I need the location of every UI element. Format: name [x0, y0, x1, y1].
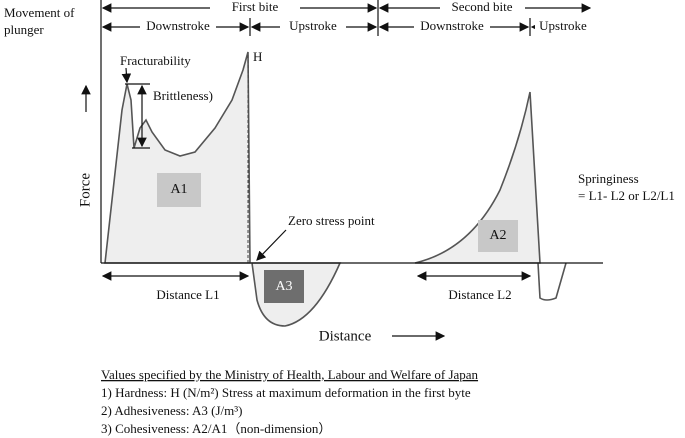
area-box	[264, 270, 304, 303]
area-box	[157, 173, 201, 207]
movement-label: plunger	[4, 22, 44, 37]
notes-title: Values specified by the Ministry of Heal…	[101, 367, 479, 382]
label-bg	[535, 19, 591, 35]
label-bg	[414, 19, 490, 35]
pointer	[256, 229, 287, 261]
springiness-label: Springiness	[578, 171, 639, 186]
bite-label: Second bite	[451, 0, 512, 14]
zero-stress-label: Zero stress point	[288, 213, 375, 228]
label-bg	[440, 0, 525, 16]
pointer	[121, 67, 132, 84]
second-bite-curve	[414, 91, 541, 264]
area-label: A2	[489, 228, 506, 243]
label-bg	[140, 19, 216, 35]
peak-label: H	[253, 49, 262, 64]
label-bg	[280, 19, 346, 35]
phase-label: Upstroke	[539, 18, 587, 33]
movement-label: Movement of	[4, 5, 75, 20]
x-axis-label: Distance	[319, 328, 372, 344]
springiness-label: = L1- L2 or L2/L1	[578, 188, 675, 203]
brittleness-label: Brittleness)	[153, 88, 213, 103]
distance-label: Distance L2	[448, 287, 511, 302]
note-item: 2) Adhesiveness: A3 (J/m³)	[101, 403, 242, 418]
second-adhesive-curve	[537, 262, 567, 301]
phase-label: Upstroke	[289, 18, 337, 33]
phase-label: Downstroke	[146, 18, 210, 33]
first-bite-curve	[104, 51, 251, 264]
bite-label: First bite	[232, 0, 279, 14]
note-item: 1) Hardness: H (N/m²) Stress at maximum …	[101, 385, 471, 400]
distance-label: Distance L1	[156, 287, 219, 302]
area-label: A3	[275, 279, 292, 294]
note-item: 3) Cohesiveness: A2/A1（non-dimension）	[101, 421, 331, 436]
y-axis-label: Force	[77, 173, 93, 207]
area-box	[478, 220, 518, 252]
label-bg	[210, 0, 300, 16]
area-label: A1	[170, 182, 187, 197]
phase-label: Downstroke	[420, 18, 484, 33]
fracturability-label: Fracturability	[120, 53, 191, 68]
